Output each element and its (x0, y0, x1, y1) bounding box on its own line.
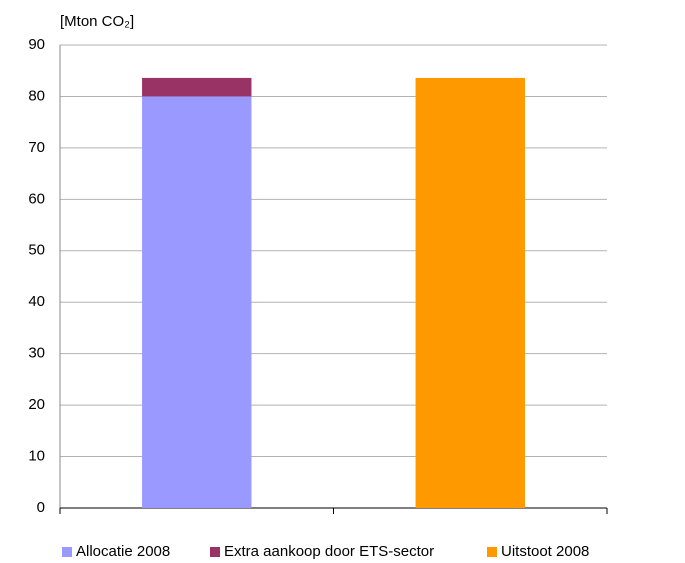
bar-segment (142, 96, 252, 508)
legend-swatch (487, 547, 497, 557)
y-axis-label: [Mton CO₂] (60, 13, 134, 30)
y-tick-label: 70 (28, 139, 45, 156)
bar-segment (415, 77, 525, 509)
y-tick-label: 30 (28, 345, 45, 362)
legend-label: Allocatie 2008 (76, 543, 170, 560)
legend-swatch (210, 547, 220, 557)
y-tick-label: 90 (28, 36, 45, 53)
y-tick-label: 80 (28, 87, 45, 104)
legend-swatch (62, 547, 72, 557)
y-tick-label: 60 (28, 190, 45, 207)
y-tick-label: 20 (28, 396, 45, 413)
y-tick-label: 0 (37, 499, 45, 516)
y-tick-label: 40 (28, 293, 45, 310)
y-tick-label: 50 (28, 242, 45, 259)
bar-segment (142, 77, 252, 97)
legend-label: Uitstoot 2008 (501, 543, 589, 560)
legend-label: Extra aankoop door ETS-sector (224, 543, 434, 560)
y-tick-label: 10 (28, 448, 45, 465)
